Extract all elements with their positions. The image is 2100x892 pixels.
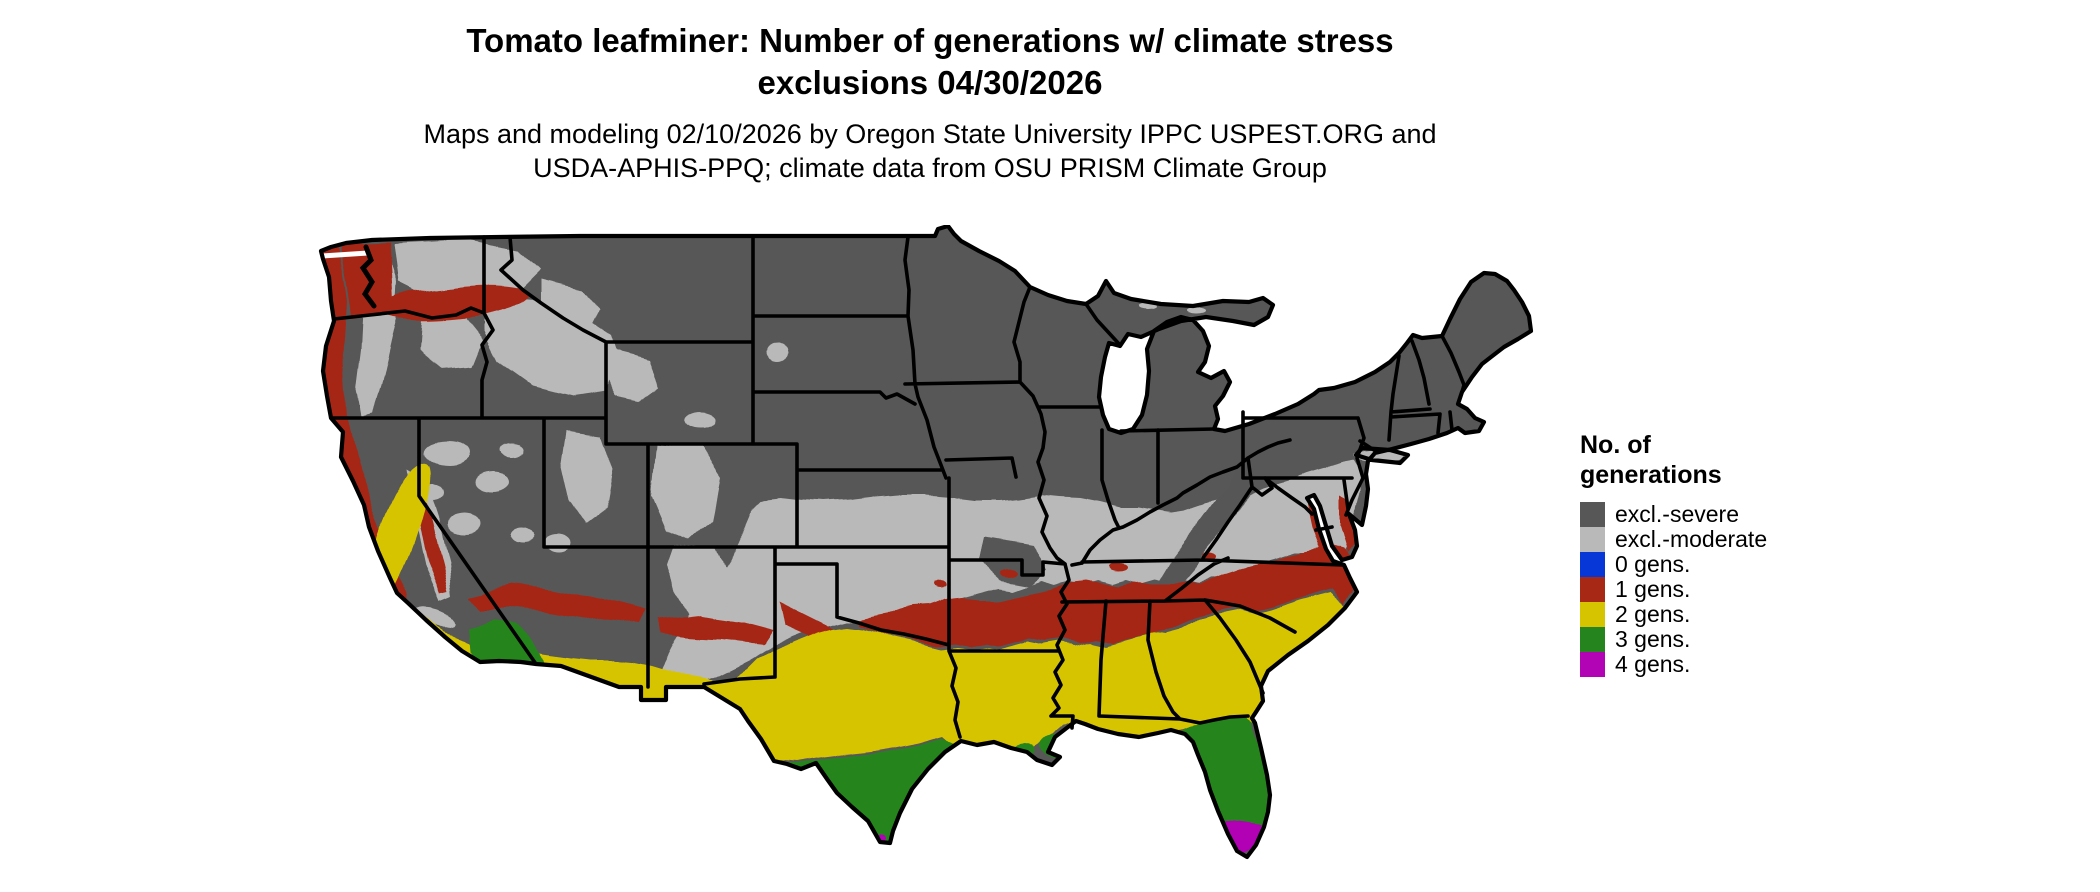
legend-item-1-gens: 1 gens. [1580,577,1910,602]
strait-of-juan-de-fuca-water [321,250,369,259]
legend-label-4-gens: 4 gens. [1615,651,1691,677]
us-outline-border [318,223,1534,860]
map-region-4-gens [875,821,1263,857]
legend-label-2-gens: 2 gens. [1615,601,1691,627]
legend-swatch-excl-severe [1580,502,1605,527]
map-subtitle: Maps and modeling 02/10/2026 by Oregon S… [0,117,1860,185]
legend-swatch-excl-moderate [1580,527,1605,552]
us-map [318,223,1534,860]
legend-swatch-2-gens [1580,602,1605,627]
legend-label-3-gens: 3 gens. [1615,626,1691,652]
map-subtitle-line2: USDA-APHIS-PPQ; climate data from OSU PR… [533,153,1327,183]
legend-item-excl-severe: excl.-severe [1580,502,1910,527]
legend-label-excl-severe: excl.-severe [1615,501,1739,527]
legend-item-0-gens: 0 gens. [1580,552,1910,577]
legend-item-excl-moderate: excl.-moderate [1580,527,1910,552]
legend-title-line1: No. of [1580,431,1651,459]
legend-title: No. of generations [1580,430,1910,490]
legend-item-4-gens: 4 gens. [1580,652,1910,677]
map-title-line2: exclusions 04/30/2026 [757,64,1103,101]
legend-swatch-0-gens [1580,552,1605,577]
us-map-container [300,223,1580,892]
map-title-line1: Tomato leafminer: Number of generations … [466,22,1394,59]
legend-swatch-3-gens [1580,627,1605,652]
puget-sound-shoreline [359,244,377,309]
legend-label-excl-moderate: excl.-moderate [1615,526,1768,552]
legend: No. of generations excl.-severe excl.-mo… [1580,430,1910,677]
map-subtitle-line1: Maps and modeling 02/10/2026 by Oregon S… [423,119,1437,149]
legend-swatch-4-gens [1580,652,1605,677]
legend-label-0-gens: 0 gens. [1615,551,1691,577]
legend-swatch-1-gens [1580,577,1605,602]
legend-title-line2: generations [1580,461,1722,489]
legend-item-2-gens: 2 gens. [1580,602,1910,627]
legend-item-3-gens: 3 gens. [1580,627,1910,652]
map-title: Tomato leafminer: Number of generations … [0,20,1860,104]
legend-label-1-gens: 1 gens. [1615,576,1691,602]
